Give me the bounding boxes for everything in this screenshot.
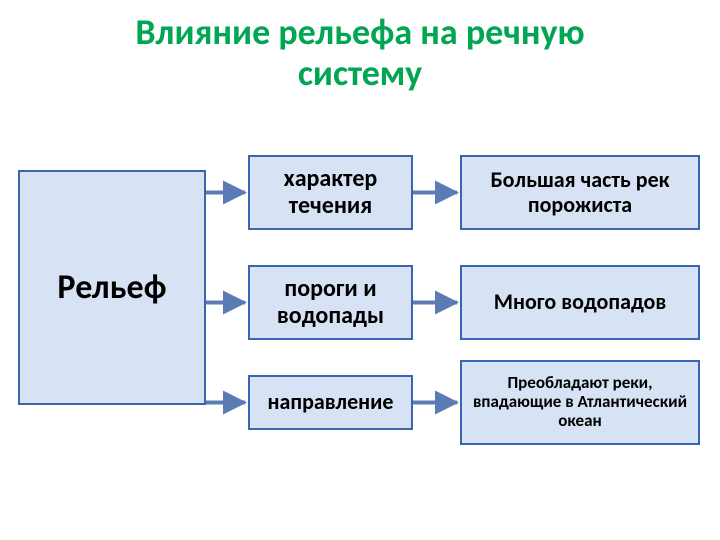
node-out3: Преобладают реки,впадающие в Атлантическ…	[460, 360, 700, 445]
node-mid1: характертечения	[248, 155, 413, 230]
node-root: Рельеф	[18, 170, 206, 405]
node-mid3: направление	[248, 375, 413, 430]
node-out2: Много водопадов	[460, 265, 700, 340]
node-out1: Большая часть рекпорожиста	[460, 155, 700, 230]
node-mid2: пороги иводопады	[248, 265, 413, 340]
page-title: Влияние рельефа на речнуюсистему	[0, 12, 720, 95]
